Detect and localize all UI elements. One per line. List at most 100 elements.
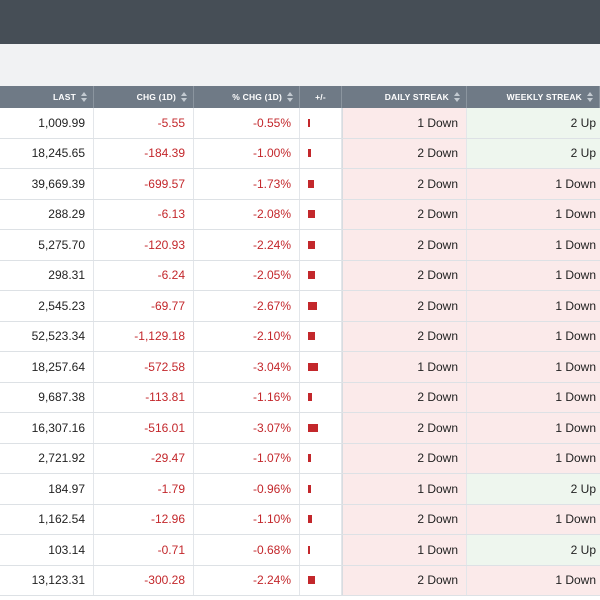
cell-last: 18,257.64 — [0, 352, 94, 382]
cell-daily-streak: 2 Down — [342, 291, 467, 321]
cell-pct-chg: -0.68% — [194, 535, 300, 565]
cell-change-bar — [300, 413, 342, 443]
table-row[interactable]: 184.97 -1.79 -0.96% 1 Down 2 Up — [0, 474, 600, 505]
change-bar-fill — [308, 515, 312, 524]
table-row[interactable]: 1,009.99 -5.55 -0.55% 1 Down 2 Up — [0, 108, 600, 139]
table-row[interactable]: 288.29 -6.13 -2.08% 2 Down 1 Down — [0, 199, 600, 230]
cell-last: 1,009.99 — [0, 108, 94, 138]
column-header-chg[interactable]: CHG (1D) — [94, 86, 194, 108]
cell-chg: -184.39 — [94, 138, 194, 168]
cell-last: 2,545.23 — [0, 291, 94, 321]
column-header-last[interactable]: LAST — [0, 86, 94, 108]
cell-daily-streak: 1 Down — [342, 474, 467, 504]
cell-pct-chg: -1.07% — [194, 443, 300, 473]
column-header-label: DAILY STREAK — [384, 92, 449, 102]
cell-chg: -572.58 — [94, 352, 194, 382]
change-bar-fill — [308, 454, 311, 463]
cell-pct-chg: -2.10% — [194, 321, 300, 351]
cell-weekly-streak: 1 Down — [467, 169, 600, 199]
cell-chg: -1,129.18 — [94, 321, 194, 351]
cell-pct-chg: -2.05% — [194, 260, 300, 290]
cell-weekly-streak: 1 Down — [467, 352, 600, 382]
cell-last: 288.29 — [0, 199, 94, 229]
table-row[interactable]: 18,257.64 -572.58 -3.04% 1 Down 1 Down — [0, 352, 600, 383]
table-header: LAST CHG (1D) % CHG (1D) +/- DAILY STREA… — [0, 86, 600, 108]
change-bar-fill — [308, 149, 311, 158]
table-row[interactable]: 5,275.70 -120.93 -2.24% 2 Down 1 Down — [0, 230, 600, 261]
cell-chg: -1.79 — [94, 474, 194, 504]
toolbar-band — [0, 44, 600, 86]
cell-last: 52,523.34 — [0, 321, 94, 351]
table-row[interactable]: 16,307.16 -516.01 -3.07% 2 Down 1 Down — [0, 413, 600, 444]
table-row[interactable]: 39,669.39 -699.57 -1.73% 2 Down 1 Down — [0, 169, 600, 200]
cell-last: 39,669.39 — [0, 169, 94, 199]
cell-change-bar — [300, 108, 342, 138]
cell-last: 16,307.16 — [0, 413, 94, 443]
table-row[interactable]: 2,721.92 -29.47 -1.07% 2 Down 1 Down — [0, 443, 600, 474]
column-header-daily-streak[interactable]: DAILY STREAK — [342, 86, 467, 108]
cell-chg: -5.55 — [94, 108, 194, 138]
cell-change-bar — [300, 321, 342, 351]
cell-daily-streak: 2 Down — [342, 138, 467, 168]
cell-weekly-streak: 1 Down — [467, 291, 600, 321]
change-bar-fill — [308, 484, 311, 493]
sort-icon[interactable] — [81, 92, 87, 102]
table-row[interactable]: 103.14 -0.71 -0.68% 1 Down 2 Up — [0, 535, 600, 566]
cell-daily-streak: 2 Down — [342, 230, 467, 260]
change-bar-fill — [308, 271, 315, 280]
cell-change-bar — [300, 199, 342, 229]
column-header-label: WEEKLY STREAK — [506, 92, 582, 102]
table-row[interactable]: 1,162.54 -12.96 -1.10% 2 Down 1 Down — [0, 504, 600, 535]
cell-chg: -0.71 — [94, 535, 194, 565]
cell-last: 184.97 — [0, 474, 94, 504]
change-bar-fill — [308, 362, 318, 371]
sort-icon[interactable] — [181, 92, 187, 102]
change-bar-fill — [308, 576, 315, 585]
cell-pct-chg: -0.55% — [194, 108, 300, 138]
cell-pct-chg: -3.07% — [194, 413, 300, 443]
cell-daily-streak: 2 Down — [342, 260, 467, 290]
cell-daily-streak: 2 Down — [342, 169, 467, 199]
cell-chg: -12.96 — [94, 504, 194, 534]
cell-weekly-streak: 2 Up — [467, 108, 600, 138]
cell-change-bar — [300, 169, 342, 199]
cell-change-bar — [300, 474, 342, 504]
cell-daily-streak: 2 Down — [342, 565, 467, 595]
sort-icon[interactable] — [287, 92, 293, 102]
cell-change-bar — [300, 565, 342, 595]
change-bar-fill — [308, 301, 317, 310]
table-row[interactable]: 18,245.65 -184.39 -1.00% 2 Down 2 Up — [0, 138, 600, 169]
change-bar-fill — [308, 545, 310, 554]
column-header-pct-chg[interactable]: % CHG (1D) — [194, 86, 300, 108]
change-bar-fill — [308, 179, 314, 188]
cell-pct-chg: -3.04% — [194, 352, 300, 382]
cell-pct-chg: -1.10% — [194, 504, 300, 534]
cell-daily-streak: 1 Down — [342, 535, 467, 565]
sort-icon[interactable] — [587, 92, 593, 102]
column-header-label: LAST — [53, 92, 76, 102]
column-header-weekly-streak[interactable]: WEEKLY STREAK — [467, 86, 600, 108]
cell-change-bar — [300, 138, 342, 168]
table-row[interactable]: 52,523.34 -1,129.18 -2.10% 2 Down 1 Down — [0, 321, 600, 352]
table-row[interactable]: 2,545.23 -69.77 -2.67% 2 Down 1 Down — [0, 291, 600, 322]
change-bar-fill — [308, 240, 315, 249]
cell-chg: -113.81 — [94, 382, 194, 412]
cell-pct-chg: -2.24% — [194, 230, 300, 260]
cell-last: 103.14 — [0, 535, 94, 565]
sort-icon[interactable] — [454, 92, 460, 102]
cell-weekly-streak: 1 Down — [467, 443, 600, 473]
cell-chg: -516.01 — [94, 413, 194, 443]
cell-change-bar — [300, 535, 342, 565]
cell-weekly-streak: 1 Down — [467, 230, 600, 260]
cell-pct-chg: -1.00% — [194, 138, 300, 168]
table-row[interactable]: 9,687.38 -113.81 -1.16% 2 Down 1 Down — [0, 382, 600, 413]
cell-chg: -29.47 — [94, 443, 194, 473]
cell-change-bar — [300, 382, 342, 412]
column-header-label: % CHG (1D) — [232, 92, 282, 102]
table-row[interactable]: 13,123.31 -300.28 -2.24% 2 Down 1 Down — [0, 565, 600, 596]
cell-weekly-streak: 1 Down — [467, 199, 600, 229]
cell-last: 1,162.54 — [0, 504, 94, 534]
change-bar-fill — [308, 393, 312, 402]
cell-chg: -300.28 — [94, 565, 194, 595]
table-row[interactable]: 298.31 -6.24 -2.05% 2 Down 1 Down — [0, 260, 600, 291]
